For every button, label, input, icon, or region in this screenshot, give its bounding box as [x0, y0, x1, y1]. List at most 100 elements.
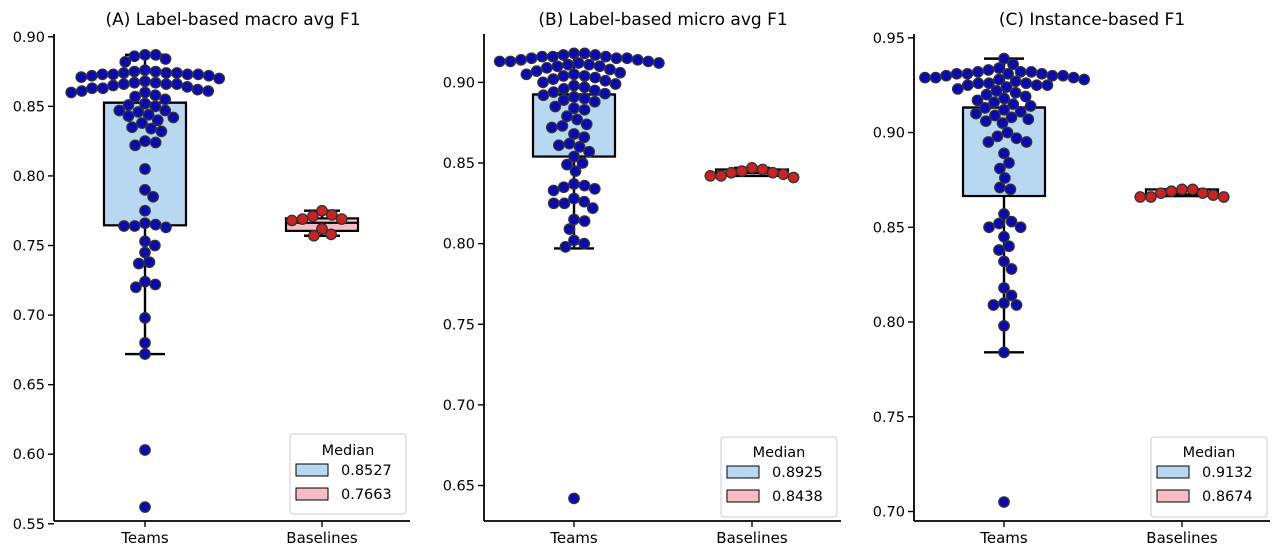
data-point-teams	[621, 52, 633, 65]
data-point-teams	[979, 102, 991, 114]
data-point-teams	[940, 69, 953, 82]
data-point-teams	[599, 87, 611, 100]
data-point-teams	[982, 136, 995, 148]
data-point-teams	[998, 230, 1010, 243]
data-point-teams	[1004, 183, 1017, 196]
y-tick-label: 0.85	[13, 99, 45, 115]
data-point-teams	[578, 195, 591, 208]
data-point-teams	[139, 86, 151, 99]
y-tick-label: 0.95	[873, 31, 905, 47]
data-point-teams	[999, 172, 1011, 184]
data-point-teams	[75, 71, 88, 83]
data-point-baselines	[325, 228, 337, 241]
data-point-teams	[631, 53, 644, 66]
panel-label-based-macro-avg-f1: (A) Label-based macro avg F1 0.55 0.60 0.6…	[13, 10, 410, 546]
legend-title: Median	[753, 445, 806, 461]
data-point-teams	[987, 299, 1000, 311]
data-point-teams	[1005, 215, 1018, 228]
data-point-teams	[537, 76, 549, 89]
data-point-teams	[107, 68, 120, 81]
data-point-teams	[118, 220, 130, 232]
data-point-teams	[130, 281, 142, 294]
data-point-teams	[993, 73, 1005, 86]
y-axis: 0.65 0.70 0.75 0.80 0.85 0.90	[443, 75, 484, 495]
data-point-teams	[568, 91, 580, 103]
data-point-baselines	[316, 222, 328, 235]
data-point-teams	[149, 100, 162, 113]
data-point-teams	[972, 66, 984, 78]
legend-swatch-baselines	[726, 489, 760, 503]
data-point-teams	[556, 120, 569, 132]
data-point-teams	[568, 492, 580, 505]
legend-swatch-teams	[295, 463, 329, 477]
data-point-teams	[160, 67, 173, 79]
data-point-teams	[536, 50, 548, 63]
data-point-teams	[142, 108, 155, 121]
data-point-teams	[159, 93, 172, 106]
data-point-teams	[515, 53, 527, 66]
data-point-teams	[149, 49, 162, 61]
data-point-teams	[107, 79, 120, 92]
chart-title: (B) Label-based micro avg F1	[538, 10, 787, 30]
legend-swatch-baselines	[1156, 489, 1190, 503]
data-point-teams	[1019, 90, 1032, 103]
data-point-teams	[578, 215, 591, 227]
data-point-teams	[530, 65, 543, 77]
data-point-teams	[1009, 86, 1022, 99]
data-point-teams	[1003, 157, 1015, 169]
data-point-baselines	[766, 166, 779, 179]
panel-label-based-micro-avg-f1: (B) Label-based micro avg F1 0.65 0.70 0.7…	[443, 10, 841, 546]
data-point-teams	[143, 256, 156, 269]
data-point-teams	[972, 77, 985, 90]
data-point-teams	[1005, 289, 1018, 302]
data-point-teams	[576, 157, 589, 169]
data-point-teams	[139, 217, 151, 230]
y-tick-label: 0.80	[13, 169, 45, 185]
data-point-teams	[86, 82, 98, 95]
data-point-teams	[998, 92, 1010, 105]
data-point-teams	[578, 237, 591, 250]
data-point-teams	[1003, 240, 1015, 253]
data-point-teams	[994, 181, 1006, 194]
data-point-teams	[1014, 105, 1027, 118]
data-point-teams	[139, 183, 151, 196]
y-tick-label: 0.75	[873, 410, 905, 426]
data-point-teams	[578, 179, 591, 192]
data-point-baselines	[1186, 183, 1199, 196]
data-point-teams	[1014, 66, 1027, 78]
x-tick-label-teams: Teams	[120, 529, 169, 546]
data-point-teams	[578, 81, 591, 94]
data-point-teams	[568, 128, 580, 140]
swarm-points	[493, 47, 800, 505]
swarm-points	[65, 49, 348, 513]
data-point-teams	[546, 50, 559, 63]
data-point-teams	[971, 94, 984, 107]
data-point-baselines	[1145, 191, 1157, 203]
data-point-teams	[149, 218, 162, 231]
data-point-teams	[994, 162, 1006, 175]
data-point-baselines	[704, 170, 717, 182]
data-point-teams	[1002, 67, 1014, 80]
data-point-teams	[961, 67, 974, 80]
data-point-teams	[572, 57, 585, 69]
y-tick-label: 0.80	[873, 315, 905, 331]
data-point-baselines	[1155, 187, 1167, 200]
data-point-teams	[998, 282, 1010, 294]
data-point-teams	[578, 131, 591, 144]
data-point-teams	[139, 75, 151, 88]
data-point-teams	[119, 55, 132, 68]
data-point-teams	[571, 113, 584, 126]
data-point-teams	[1024, 100, 1037, 112]
data-point-teams	[1007, 98, 1020, 110]
data-point-teams	[950, 67, 963, 80]
x-tick-label-teams: Teams	[549, 529, 598, 546]
data-point-teams	[122, 99, 135, 111]
data-point-teams	[149, 136, 162, 149]
data-point-teams	[181, 68, 194, 81]
data-point-teams	[128, 220, 141, 232]
data-point-teams	[151, 114, 164, 127]
data-point-teams	[129, 90, 141, 103]
data-point-teams	[993, 217, 1005, 230]
data-point-teams	[1030, 79, 1043, 92]
